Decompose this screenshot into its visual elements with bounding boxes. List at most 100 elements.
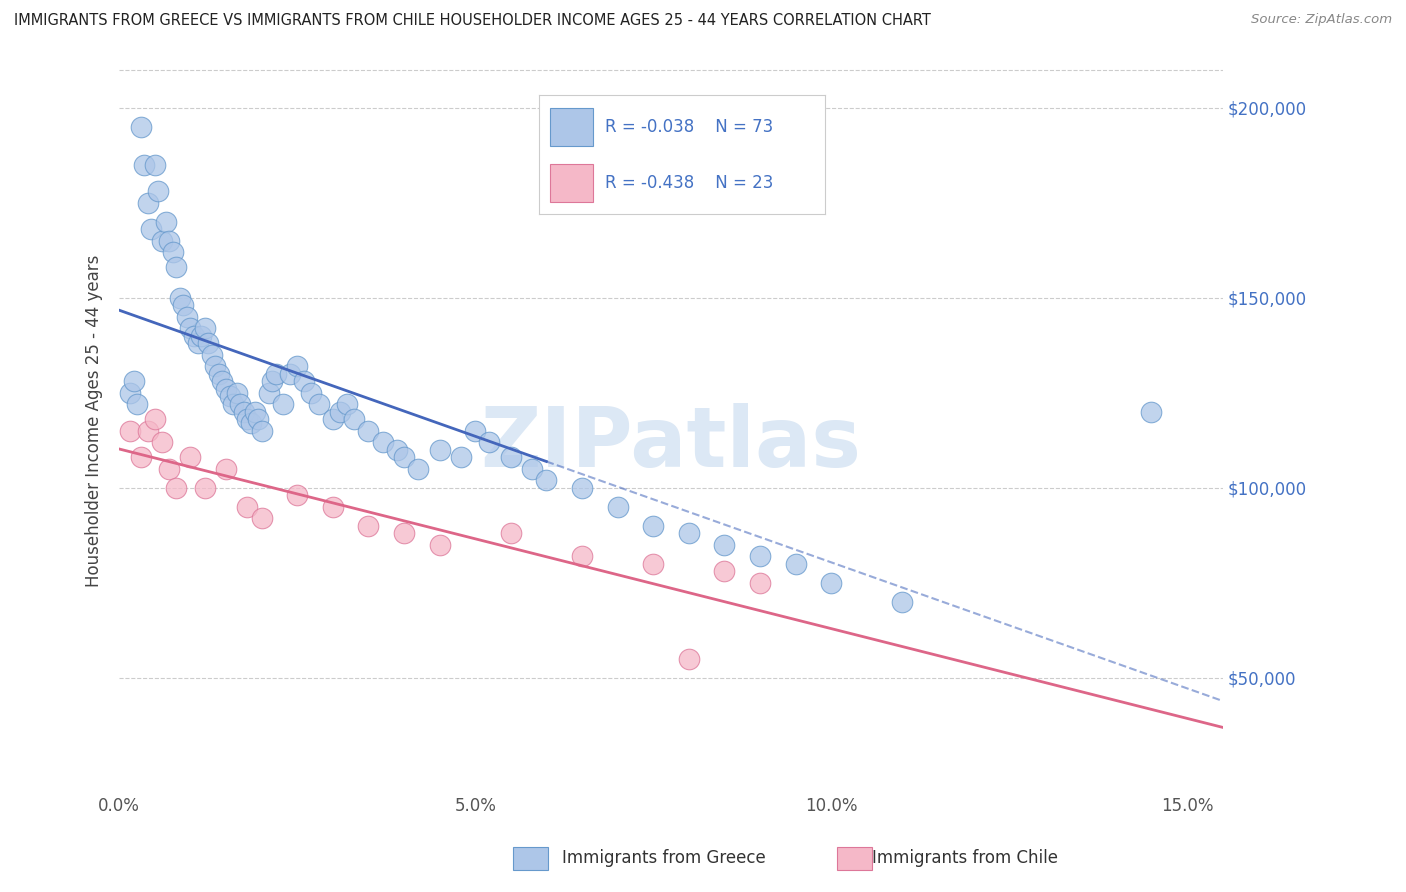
Point	[155, 215, 177, 229]
Point	[125, 397, 148, 411]
Point	[606, 500, 628, 514]
Point	[285, 488, 308, 502]
Point	[150, 435, 173, 450]
Point	[429, 442, 451, 457]
Point	[122, 374, 145, 388]
Point	[250, 511, 273, 525]
Point	[143, 158, 166, 172]
Point	[169, 291, 191, 305]
Point	[257, 385, 280, 400]
Point	[322, 412, 344, 426]
Point	[749, 549, 772, 563]
Point	[571, 481, 593, 495]
Point	[243, 405, 266, 419]
Point	[150, 234, 173, 248]
Point	[183, 328, 205, 343]
Point	[148, 184, 170, 198]
Point	[643, 557, 665, 571]
Point	[336, 397, 359, 411]
Point	[194, 481, 217, 495]
Point	[236, 412, 259, 426]
Point	[136, 195, 159, 210]
Point	[179, 450, 201, 465]
Point	[264, 367, 287, 381]
Point	[329, 405, 352, 419]
Point	[118, 424, 141, 438]
Point	[201, 348, 224, 362]
Point	[215, 382, 238, 396]
Point	[643, 518, 665, 533]
Point	[820, 575, 842, 590]
Point	[215, 461, 238, 475]
Point	[429, 538, 451, 552]
Point	[1140, 405, 1163, 419]
Point	[118, 385, 141, 400]
Point	[129, 120, 152, 134]
Point	[464, 424, 486, 438]
Point	[165, 481, 187, 495]
Text: ZIPatlas: ZIPatlas	[481, 403, 862, 484]
Point	[308, 397, 330, 411]
Point	[162, 245, 184, 260]
Point	[194, 321, 217, 335]
Point	[392, 526, 415, 541]
Y-axis label: Householder Income Ages 25 - 44 years: Householder Income Ages 25 - 44 years	[86, 255, 103, 587]
Point	[749, 575, 772, 590]
Point	[520, 461, 543, 475]
Point	[499, 526, 522, 541]
Point	[208, 367, 231, 381]
Point	[385, 442, 408, 457]
Point	[232, 405, 254, 419]
Point	[678, 526, 700, 541]
Point	[713, 538, 735, 552]
Point	[141, 222, 163, 236]
Point	[357, 518, 380, 533]
Point	[179, 321, 201, 335]
Point	[229, 397, 252, 411]
Point	[176, 310, 198, 324]
Point	[157, 461, 180, 475]
Point	[478, 435, 501, 450]
Point	[713, 564, 735, 578]
Point	[129, 450, 152, 465]
Point	[218, 389, 240, 403]
Point	[891, 595, 914, 609]
Point	[157, 234, 180, 248]
Point	[392, 450, 415, 465]
Point	[292, 374, 315, 388]
Point	[301, 385, 323, 400]
Point	[134, 158, 156, 172]
Point	[225, 385, 247, 400]
Text: IMMIGRANTS FROM GREECE VS IMMIGRANTS FROM CHILE HOUSEHOLDER INCOME AGES 25 - 44 : IMMIGRANTS FROM GREECE VS IMMIGRANTS FRO…	[14, 13, 931, 29]
Point	[211, 374, 233, 388]
Point	[785, 557, 807, 571]
Point	[250, 424, 273, 438]
Point	[499, 450, 522, 465]
Point	[322, 500, 344, 514]
Point	[222, 397, 245, 411]
Point	[136, 424, 159, 438]
Point	[343, 412, 366, 426]
Point	[536, 473, 558, 487]
Point	[678, 651, 700, 665]
Point	[236, 500, 259, 514]
Point	[165, 260, 187, 275]
Text: Source: ZipAtlas.com: Source: ZipAtlas.com	[1251, 13, 1392, 27]
Point	[285, 359, 308, 373]
Point	[371, 435, 394, 450]
Point	[278, 367, 301, 381]
Point	[204, 359, 226, 373]
Point	[262, 374, 284, 388]
Point	[239, 416, 262, 430]
Point	[143, 412, 166, 426]
Text: Immigrants from Chile: Immigrants from Chile	[872, 849, 1057, 867]
Point	[406, 461, 429, 475]
Point	[357, 424, 380, 438]
Point	[571, 549, 593, 563]
Point	[450, 450, 472, 465]
Point	[172, 298, 194, 312]
Text: Immigrants from Greece: Immigrants from Greece	[562, 849, 766, 867]
Point	[187, 336, 209, 351]
Point	[247, 412, 270, 426]
Point	[271, 397, 294, 411]
